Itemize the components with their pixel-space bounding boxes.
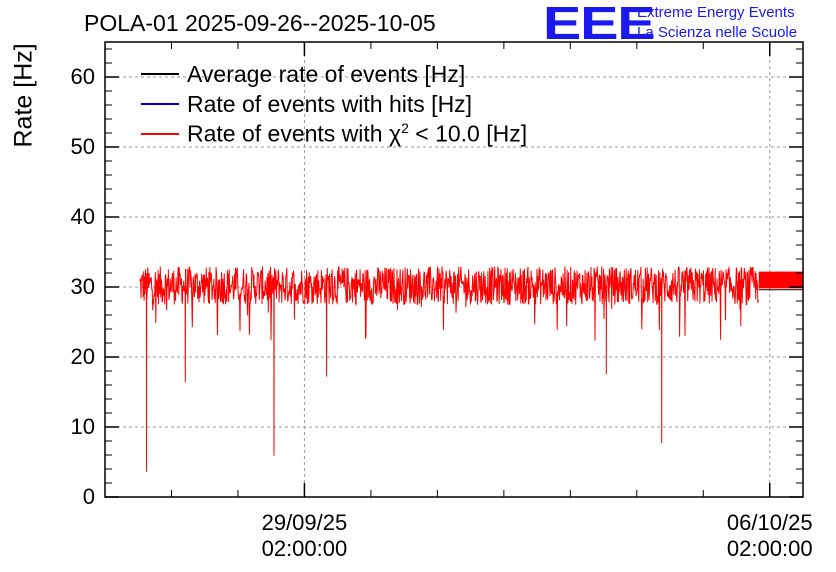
logo-line-2: La Scienza nelle Scuole [637, 24, 798, 41]
axis-ticks [105, 42, 803, 498]
legend-label-average: Average rate of events [Hz] [187, 60, 466, 87]
y-tick-label: 60 [70, 64, 95, 89]
legend-line-black [141, 73, 179, 75]
legend-label-hits: Rate of events with hits [Hz] [187, 90, 473, 117]
plot-frame [104, 41, 804, 498]
y-tick-label: 30 [70, 274, 95, 299]
legend-line-red [141, 133, 179, 135]
logo-caption: Extreme Energy Events La Scienza nelle S… [637, 3, 797, 43]
legend-label-chi2: Rate of events with χ2 < 10.0 [Hz] [187, 120, 528, 147]
y-tick-label: 50 [70, 134, 95, 159]
y-tick-label: 20 [70, 344, 95, 369]
legend-line-blue [141, 103, 179, 105]
y-tick-label: 0 [82, 484, 95, 509]
logo-line-1: Extreme Energy Events [637, 4, 795, 21]
legend-item-chi2: Rate of events with χ2 < 10.0 [Hz] [141, 119, 527, 149]
y-tick-label: 10 [70, 414, 95, 439]
legend-item-average: Average rate of events [Hz] [141, 59, 527, 89]
y-tick-label: 40 [70, 204, 95, 229]
legend: Average rate of events [Hz] Rate of even… [141, 59, 527, 149]
eee-logo: EEE [543, 0, 656, 49]
legend-item-hits: Rate of events with hits [Hz] [141, 89, 527, 119]
data-series [139, 266, 803, 472]
x-tick-label: 06/10/25 02:00:00 [726, 510, 813, 561]
series-band-tail [758, 271, 803, 289]
x-tick-label: 29/09/25 02:00:00 [261, 510, 348, 561]
series-line-chi2 [139, 266, 759, 472]
chart-title: POLA-01 2025-09-26--2025-10-05 [84, 10, 436, 36]
